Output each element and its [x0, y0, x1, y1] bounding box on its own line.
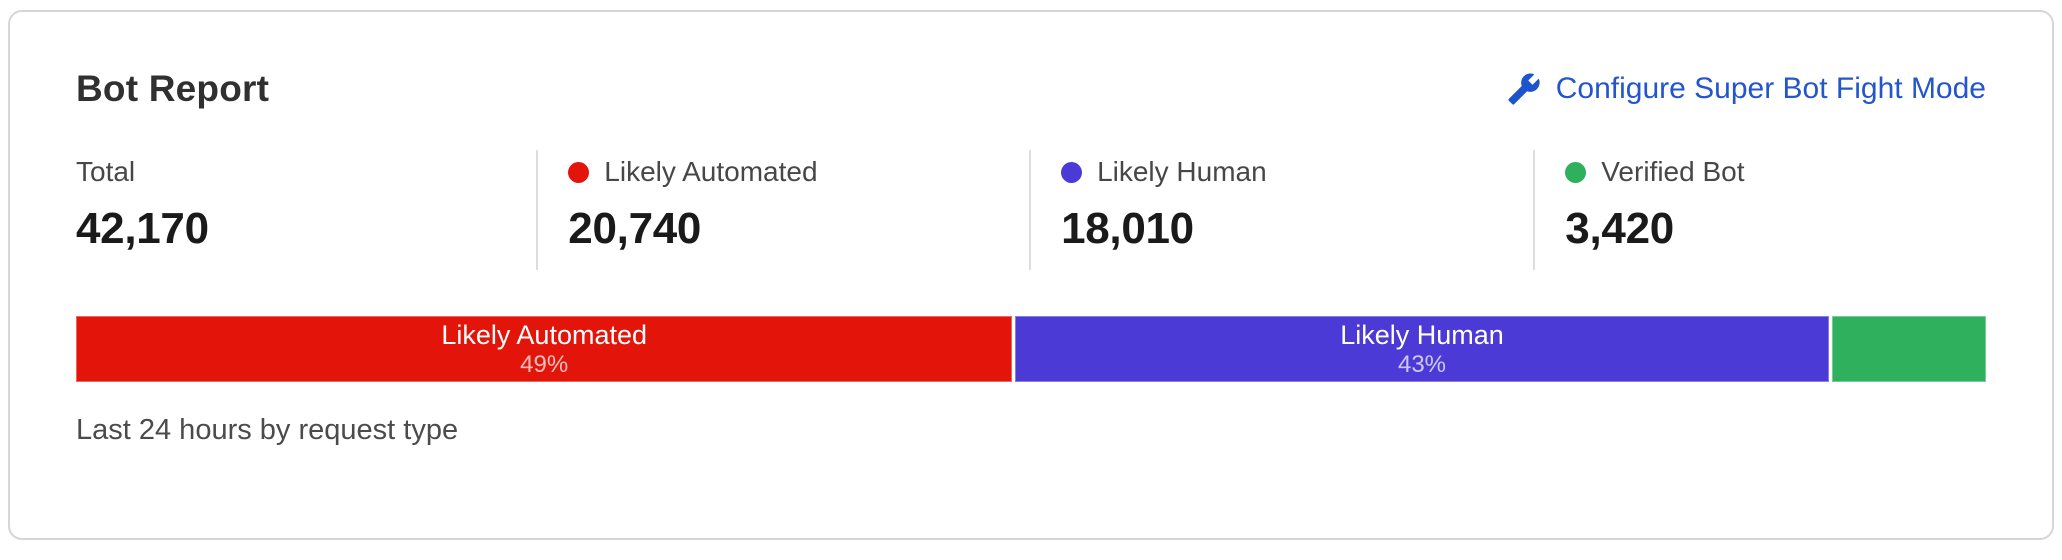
- stat-likely-automated-value: 20,740: [568, 204, 702, 253]
- configure-super-bot-fight-mode-link[interactable]: Configure Super Bot Fight Mode: [1507, 72, 1986, 106]
- page-title: Bot Report: [76, 68, 270, 109]
- bar-segment-likely-automated: Likely Automated 49%: [76, 316, 1013, 382]
- stacked-bar-chart: Likely Automated 49% Likely Human 43%: [76, 316, 1987, 382]
- configure-link-label: Configure Super Bot Fight Mode: [1555, 72, 1986, 105]
- verified-bot-dot-icon: [1565, 161, 1587, 183]
- bar-segment-likely-human: Likely Human 43%: [1015, 316, 1829, 382]
- stat-likely-automated-label: Likely Automated: [604, 156, 818, 187]
- bar-segment-percent: 49%: [520, 350, 569, 378]
- stat-likely-human-label: Likely Human: [1097, 156, 1267, 187]
- stat-verified-bot-label: Verified Bot: [1601, 156, 1745, 187]
- card-header: Bot Report Configure Super Bot Fight Mod…: [76, 68, 1986, 110]
- stat-likely-automated: Likely Automated 20,740: [536, 150, 1029, 270]
- bar-segment-label: Likely Human: [1340, 319, 1504, 350]
- stat-likely-human-value: 18,010: [1061, 204, 1194, 253]
- stat-likely-human: Likely Human 18,010: [1029, 150, 1533, 270]
- stat-total-label: Total: [76, 156, 136, 187]
- bar-segment-percent: 43%: [1397, 350, 1447, 378]
- likely-human-dot-icon: [1061, 161, 1083, 183]
- bar-segment-verified-bot: [1831, 316, 1987, 382]
- stat-verified-bot: Verified Bot 3,420: [1533, 150, 1986, 270]
- likely-automated-dot-icon: [568, 161, 590, 183]
- chart-caption: Last 24 hours by request type: [76, 414, 459, 446]
- stats-row: Total 42,170 Likely Automated 20,740 Lik…: [76, 150, 1986, 270]
- bar-segment-label: Likely Automated: [441, 319, 647, 350]
- stat-verified-bot-value: 3,420: [1565, 204, 1674, 253]
- bot-report-card: Bot Report Configure Super Bot Fight Mod…: [8, 10, 2054, 540]
- stat-total-value: 42,170: [76, 204, 209, 253]
- wrench-icon: [1508, 73, 1540, 105]
- stat-total: Total 42,170: [76, 150, 536, 270]
